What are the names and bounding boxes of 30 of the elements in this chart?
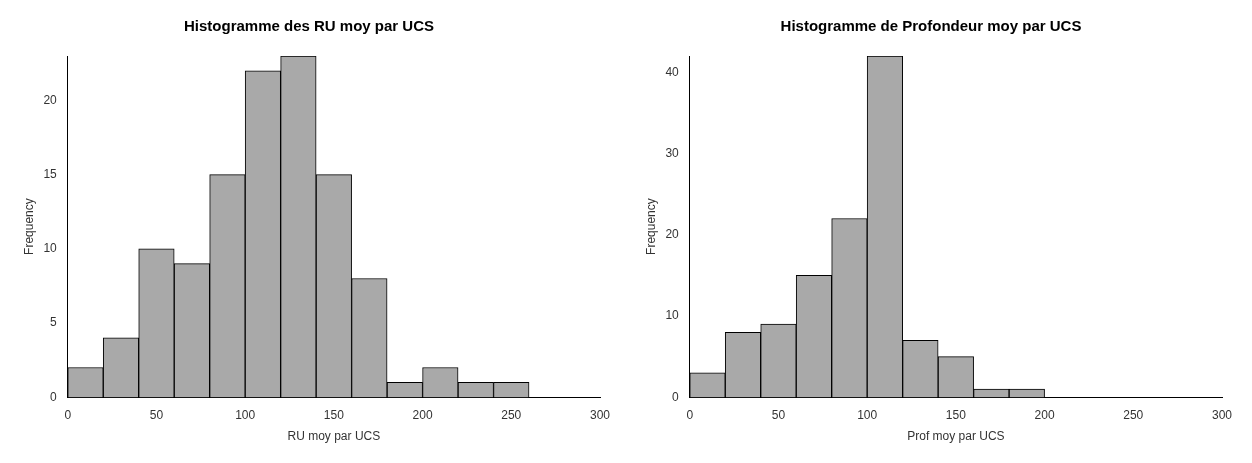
x-tick-label: 200	[412, 407, 433, 422]
x-axis-title: Prof moy par UCS	[907, 429, 1005, 444]
x-tick-label: 300	[1211, 407, 1233, 422]
y-tick-label: 40	[665, 64, 680, 79]
x-tick-label: 50	[149, 407, 164, 422]
x-axis-title: RU moy par UCS	[287, 429, 381, 444]
y-tick-label: 5	[50, 315, 58, 330]
x-tick-label: 50	[771, 407, 786, 422]
chart-title: Histogramme des RU moy par UCS	[183, 17, 435, 35]
x-tick-label: 150	[323, 407, 345, 422]
y-axis-title: Frequency	[21, 198, 36, 255]
y-tick-label: 0	[50, 389, 58, 404]
x-tick-label: 300	[589, 407, 611, 422]
x-tick-label: 100	[857, 407, 878, 422]
y-axis-title: Frequency	[643, 198, 658, 255]
y-tick-label: 10	[43, 241, 58, 256]
chart-title: Histogramme de Profondeur moy par UCS	[780, 17, 1082, 35]
x-tick-label: 200	[1034, 407, 1055, 422]
y-tick-label: 0	[672, 389, 680, 404]
y-tick-label: 15	[43, 166, 58, 181]
y-tick-label: 20	[665, 227, 680, 242]
y-tick-label: 20	[43, 92, 58, 107]
x-tick-label: 250	[501, 407, 522, 422]
x-tick-label: 100	[235, 407, 256, 422]
x-tick-label: 0	[686, 407, 694, 422]
x-tick-label: 0	[64, 407, 72, 422]
y-tick-label: 30	[665, 145, 680, 160]
x-tick-label: 250	[1123, 407, 1144, 422]
y-tick-label: 10	[665, 308, 680, 323]
x-tick-label: 150	[945, 407, 967, 422]
